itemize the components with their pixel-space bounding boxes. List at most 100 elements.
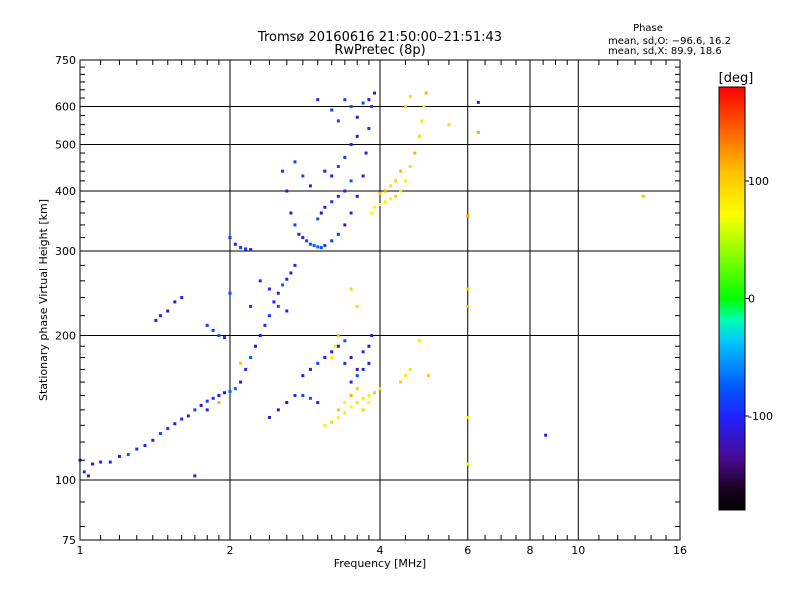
data-point-o [323, 244, 327, 248]
data-point-x [413, 151, 417, 155]
data-point-o [233, 242, 237, 246]
data-point-x [426, 374, 430, 378]
data-point-o [367, 98, 371, 102]
data-point-o [193, 408, 197, 412]
data-point-x [408, 164, 412, 168]
grid-lines [79, 59, 681, 541]
chart-subtitle: RwPretec (8p) [334, 43, 425, 58]
data-point-o [293, 160, 297, 164]
data-point-x [355, 304, 359, 308]
data-point-x [349, 287, 353, 291]
colorbar-tick-label: 100 [748, 175, 769, 188]
chart-title: Tromsø 20160616 21:50:00–21:51:43 [257, 30, 502, 45]
data-point-o [86, 474, 90, 478]
data-point-o [308, 367, 312, 371]
data-point-o [349, 179, 353, 183]
y-tick-label: 75 [62, 534, 76, 547]
data-point-x [417, 339, 421, 343]
data-point-o [281, 169, 285, 173]
data-point-o [267, 415, 271, 419]
data-point-o [180, 417, 184, 421]
data-point-x [394, 179, 398, 183]
data-point-x [323, 423, 327, 427]
data-point-o [228, 236, 232, 240]
data-point-o [361, 101, 365, 105]
y-tick-labels: 75 100 200 300 400 500 600 750 [55, 54, 76, 547]
x-tick-label: 2 [227, 544, 234, 557]
data-point-o [323, 355, 327, 359]
data-point-o [186, 414, 190, 418]
data-point-o [343, 155, 347, 159]
data-point-x [355, 387, 359, 391]
colorbar: [deg] 100 0 -100 [718, 71, 773, 511]
data-point-o [323, 205, 327, 209]
data-point-o [217, 394, 221, 398]
data-point-o [361, 350, 365, 354]
data-point-o [316, 98, 320, 102]
data-point-o [355, 367, 359, 371]
data-point-o [355, 194, 359, 198]
colorbar-ticks: 100 0 -100 [745, 175, 773, 423]
data-point-o [370, 105, 374, 109]
data-point-x [403, 179, 407, 183]
data-point-o [281, 283, 285, 287]
data-point-o [316, 401, 320, 405]
data-point-o [336, 119, 340, 123]
y-tick-label: 500 [55, 139, 76, 152]
x-tick-label: 8 [527, 544, 534, 557]
data-point-x [355, 401, 359, 405]
data-point-x [394, 194, 398, 198]
data-point-x [361, 396, 365, 400]
data-point-x [349, 405, 353, 409]
data-point-x [422, 105, 426, 109]
y-tick-label: 750 [55, 54, 76, 67]
data-point-o [211, 396, 215, 400]
data-point-x [373, 391, 377, 395]
data-point-o [239, 380, 243, 384]
data-point-o [319, 246, 323, 250]
plot-frame [79, 59, 681, 541]
colorbar-tick-label: -100 [748, 410, 773, 423]
data-point-o [301, 174, 305, 178]
y-tick-label: 600 [55, 101, 76, 114]
data-point-o [285, 401, 289, 405]
data-point-x [349, 394, 353, 398]
data-point-o [108, 460, 112, 464]
data-point-o [228, 291, 232, 295]
data-point-o [343, 223, 347, 227]
data-point-o [305, 239, 309, 243]
data-point-o [166, 427, 170, 431]
data-point-o [267, 287, 271, 291]
stats-line-o: mean, sd,O: −96.6, 16.2 [608, 36, 731, 47]
data-point-x [424, 91, 428, 95]
data-point-o [349, 105, 353, 109]
data-point-x [641, 194, 645, 198]
data-point-x [333, 344, 337, 348]
data-point-x [466, 462, 470, 466]
data-point-o [367, 126, 371, 130]
data-point-o [330, 239, 334, 243]
data-point-o [199, 403, 203, 407]
data-point-o [158, 432, 162, 436]
y-tick-label: 200 [55, 330, 76, 343]
data-point-o [223, 391, 227, 395]
data-point-o [285, 277, 289, 281]
data-point-o [154, 318, 158, 322]
data-point-o [285, 189, 289, 193]
data-point-o [249, 355, 253, 359]
data-point-o [289, 271, 293, 275]
plot-area: 1 2 4 6 8 10 16 75 100 200 300 400 500 600 750 [55, 54, 687, 557]
data-point-o [316, 245, 320, 249]
data-point-o [293, 223, 297, 227]
data-point-o [349, 211, 353, 215]
data-point-x [389, 184, 393, 188]
y-tick-label: 400 [55, 185, 76, 198]
data-point-x [336, 408, 340, 412]
data-point-o [355, 115, 359, 119]
data-point-x [466, 304, 470, 308]
stats-header: Phase [633, 23, 663, 34]
data-point-x [389, 197, 393, 201]
data-point-x [417, 134, 421, 138]
data-point-o [276, 408, 280, 412]
